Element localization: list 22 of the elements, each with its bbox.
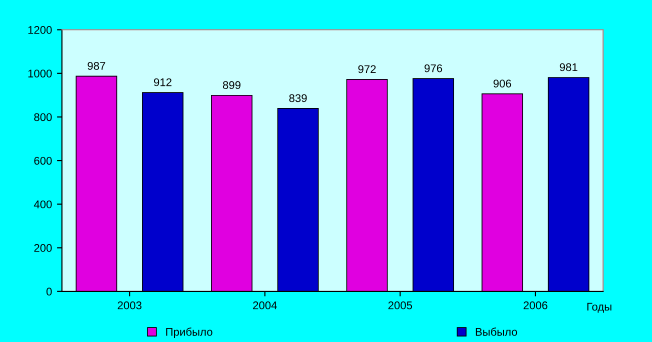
data-label: 976 (424, 64, 442, 72)
x-tick-label: 2004 (253, 301, 277, 310)
data-label: 906 (494, 80, 512, 88)
x-tick-label: 2006 (524, 301, 548, 310)
y-tick-label: 800 (34, 113, 52, 122)
legend-label: Выбыло (476, 328, 518, 336)
legend-label: Прибыло (166, 328, 212, 338)
y-tick-label: 0 (46, 288, 52, 296)
x-tick-label: 2003 (118, 301, 142, 310)
data-label: 839 (289, 94, 307, 102)
data-label: 912 (154, 78, 172, 86)
data-label: 981 (560, 63, 578, 72)
x-tick-label: 2005 (388, 301, 412, 310)
x-axis-title: Годы (587, 302, 612, 313)
y-tick-label: 200 (34, 244, 52, 252)
y-tick-label: 1200 (28, 26, 52, 34)
data-label: 899 (222, 81, 240, 90)
y-tick-label: 600 (34, 156, 52, 165)
data-label: 987 (88, 62, 106, 70)
y-tick-label: 1000 (28, 70, 52, 78)
y-tick-label: 400 (34, 200, 52, 208)
data-label: 972 (358, 65, 376, 74)
